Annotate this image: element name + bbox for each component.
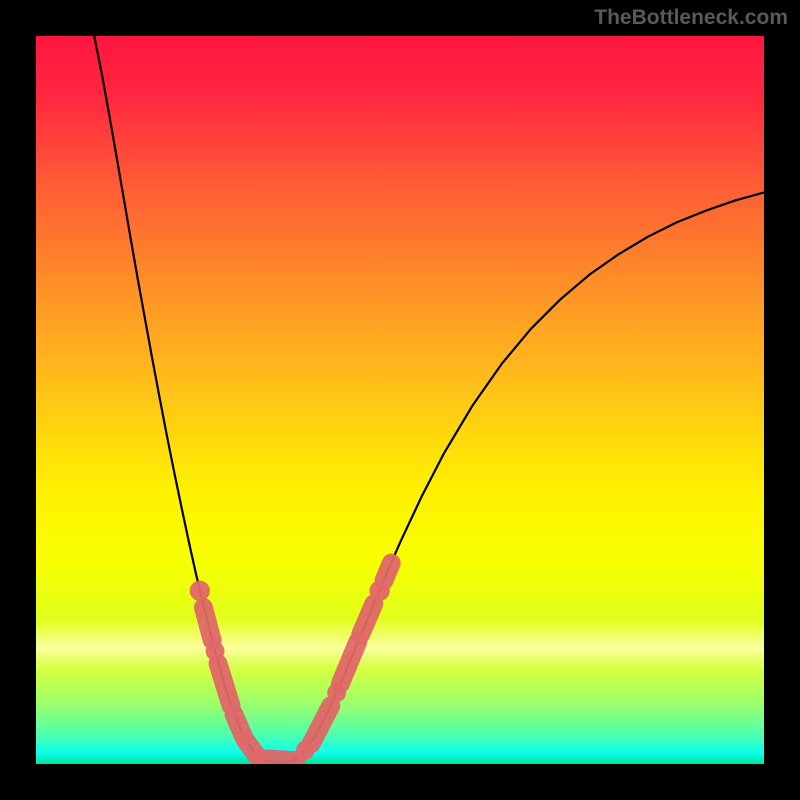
marker-pill	[361, 604, 374, 635]
marker-pill	[260, 758, 296, 760]
marker-pill	[384, 563, 391, 580]
marker-pill	[218, 664, 231, 706]
marker-pill	[203, 607, 212, 640]
bottleneck-curve	[94, 36, 764, 763]
plot-area	[36, 36, 764, 764]
watermark-text: TheBottleneck.com	[594, 6, 788, 30]
chart-svg	[36, 36, 764, 764]
marker-group	[190, 563, 392, 760]
marker-dot	[190, 581, 210, 601]
marker-pill	[311, 706, 331, 744]
marker-pill	[340, 642, 357, 684]
